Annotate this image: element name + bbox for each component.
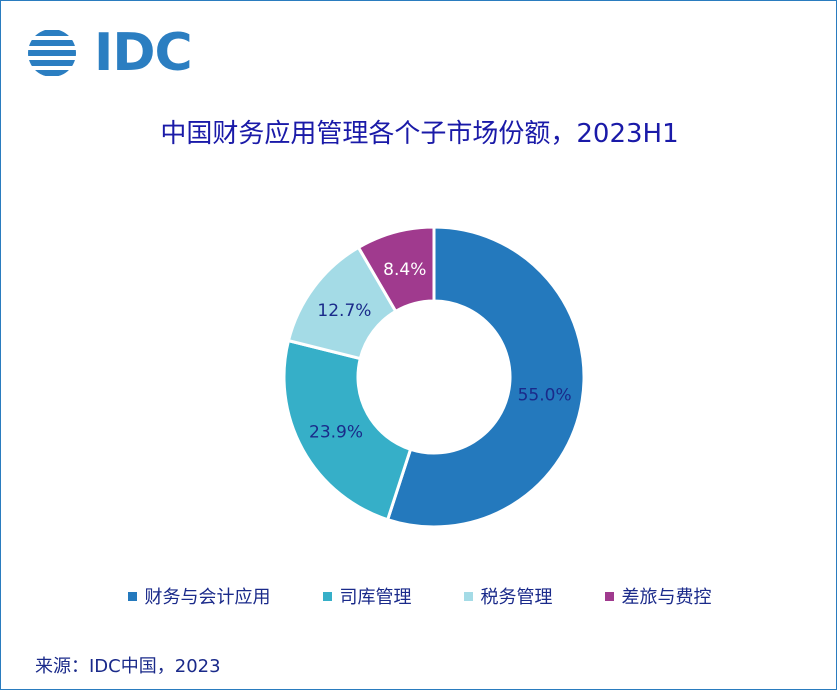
data-label-1: 55.0%	[518, 386, 572, 406]
legend-swatch	[604, 591, 614, 601]
slices-group	[282, 225, 586, 529]
logo-text: IDC	[94, 23, 193, 83]
source-note: 来源：IDC中国，2023	[35, 656, 221, 677]
legend-label: 财务与会计应用	[144, 587, 271, 608]
legend-swatch	[127, 591, 137, 601]
labels-group: 55.0% 23.9% 12.7% 8.4%	[309, 260, 572, 442]
chart-title: 中国财务应用管理各个子市场份额，2023H1	[160, 119, 679, 149]
slice-1	[385, 225, 586, 529]
idc-logo: IDC	[28, 25, 193, 81]
legend-item-4: 差旅与费控	[604, 583, 712, 609]
slice-4	[356, 225, 436, 314]
legend-label: 税务管理	[480, 587, 553, 608]
legend-label: 司库管理	[339, 587, 412, 608]
data-label-4: 8.4%	[383, 260, 426, 280]
legend-item-3: 税务管理	[463, 583, 553, 609]
legend-label: 差旅与费控	[621, 587, 712, 608]
data-label-2: 23.9%	[309, 422, 363, 442]
legend-swatch	[322, 591, 332, 601]
slice-2	[282, 338, 413, 522]
legend: 财务与会计应用 司库管理 税务管理 差旅与费控	[1, 583, 837, 609]
legend-swatch	[463, 591, 473, 601]
legend-item-2: 司库管理	[322, 583, 412, 609]
data-label-3: 12.7%	[317, 301, 371, 321]
legend-item-1: 财务与会计应用	[127, 583, 271, 609]
globe-icon	[28, 30, 76, 76]
